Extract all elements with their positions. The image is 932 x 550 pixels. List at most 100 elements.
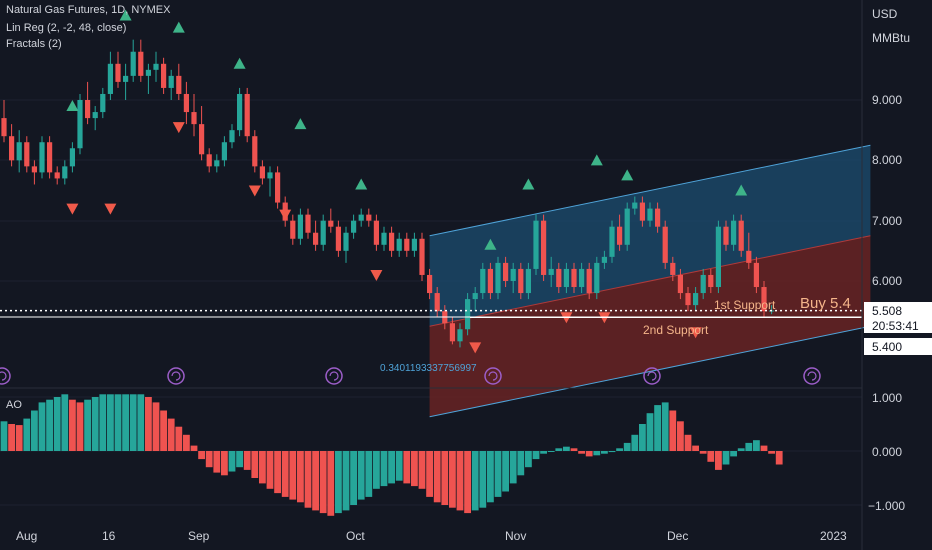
- candle-body: [199, 124, 205, 155]
- ao-bar: [760, 445, 768, 451]
- ao-bar: [221, 451, 228, 476]
- ao-bar: [433, 451, 441, 503]
- ao-histogram: [0, 394, 783, 516]
- candle-body: [54, 172, 60, 179]
- candle-body: [313, 232, 319, 245]
- candle-body: [107, 63, 113, 94]
- ao-bar: [479, 451, 487, 508]
- candle-body: [47, 142, 53, 173]
- ao-bar: [570, 448, 578, 451]
- ao-bar: [31, 410, 38, 451]
- candle-body: [252, 136, 258, 167]
- ao-bar: [395, 451, 403, 481]
- candle-body: [161, 63, 167, 88]
- ao-bar: [616, 448, 623, 451]
- candle-body: [419, 238, 425, 275]
- candle-body: [738, 220, 744, 251]
- ao-bar: [243, 451, 251, 470]
- event-marker-icon[interactable]: [643, 367, 661, 385]
- candle-body: [396, 238, 402, 251]
- candle-body: [624, 208, 630, 245]
- ao-bar: [373, 451, 380, 489]
- event-marker-icon[interactable]: [803, 367, 821, 385]
- price-levels: [0, 309, 862, 318]
- support1-annotation: 1st Support: [714, 298, 776, 312]
- fractal-down-marker: [104, 203, 117, 215]
- event-marker-icon[interactable]: [0, 367, 11, 385]
- ao-bar: [114, 394, 122, 451]
- event-marker-icon[interactable]: [484, 367, 502, 385]
- candle-body: [662, 226, 668, 263]
- ao-bar: [631, 434, 639, 451]
- ao-bar: [768, 451, 775, 454]
- candle-body: [449, 323, 455, 342]
- last-price-value: 5.508: [872, 304, 902, 318]
- ao-bar: [99, 394, 107, 451]
- ao-bar: [46, 399, 53, 451]
- legend-fractals[interactable]: Fractals (2): [6, 38, 62, 50]
- legend-symbol[interactable]: Natural Gas Futures, 1D, NYMEX: [6, 4, 171, 16]
- candle-body: [487, 268, 493, 294]
- support-price-value: 5.400: [872, 340, 902, 354]
- candle-body: [465, 299, 471, 330]
- ao-bar: [509, 451, 517, 484]
- ao-bar: [145, 397, 152, 451]
- candle-body: [510, 268, 516, 281]
- event-marker-icon[interactable]: [167, 367, 185, 385]
- candle-body: [639, 202, 645, 221]
- fractal-up-marker: [522, 178, 535, 190]
- ao-bar: [677, 421, 684, 451]
- fractal-down-marker: [172, 122, 185, 134]
- channel-midline: [429, 235, 871, 327]
- fractal-up-marker: [119, 9, 132, 21]
- candle-body: [746, 250, 752, 263]
- candle-body: [1, 118, 7, 137]
- candle-body: [214, 160, 220, 167]
- ao-bar: [289, 451, 297, 500]
- ao-bar: [236, 451, 243, 468]
- candle-body: [267, 172, 273, 179]
- ao-bar: [699, 451, 707, 454]
- price-tick: 6.000: [872, 274, 902, 288]
- ao-bar: [76, 402, 84, 451]
- ao-bar: [753, 440, 760, 451]
- ao-bar: [380, 451, 388, 487]
- ao-bar: [449, 451, 456, 508]
- event-marker-icon[interactable]: [325, 367, 343, 385]
- candle-body: [16, 142, 22, 161]
- x-tick: Dec: [667, 529, 688, 543]
- candle-body: [541, 220, 547, 275]
- ao-bar: [639, 424, 646, 451]
- candle-body: [708, 274, 714, 288]
- ao-bar: [15, 425, 23, 451]
- candle-body: [138, 51, 144, 76]
- x-tick: Nov: [505, 529, 526, 543]
- ao-tick: −1.000: [868, 499, 905, 513]
- candle-body: [586, 268, 592, 294]
- ao-bar: [593, 451, 601, 456]
- candle-body: [495, 262, 501, 294]
- ao-bar: [281, 451, 289, 497]
- candle-body: [77, 100, 83, 149]
- candle-body: [183, 93, 189, 113]
- support2-annotation: 2nd Support: [643, 323, 709, 337]
- fractal-down-marker: [370, 269, 383, 281]
- support-price-tag: [864, 338, 932, 355]
- ao-bar: [692, 445, 699, 451]
- candle-body: [115, 63, 121, 82]
- candle-body: [601, 256, 607, 263]
- candle-body: [594, 262, 600, 294]
- candle-body: [259, 166, 265, 179]
- ao-bar: [494, 451, 502, 497]
- fractal-down-marker: [248, 185, 261, 197]
- fractal-up-marker: [355, 178, 368, 190]
- ao-bar: [319, 451, 327, 514]
- ao-bar: [441, 451, 449, 505]
- candle-body: [563, 268, 569, 288]
- last-price-tag: [864, 302, 932, 318]
- ao-bar: [623, 442, 631, 451]
- ao-bar: [107, 394, 114, 451]
- legend-linreg[interactable]: Lin Reg (2, -2, 48, close): [6, 22, 127, 34]
- ao-bar: [175, 426, 183, 451]
